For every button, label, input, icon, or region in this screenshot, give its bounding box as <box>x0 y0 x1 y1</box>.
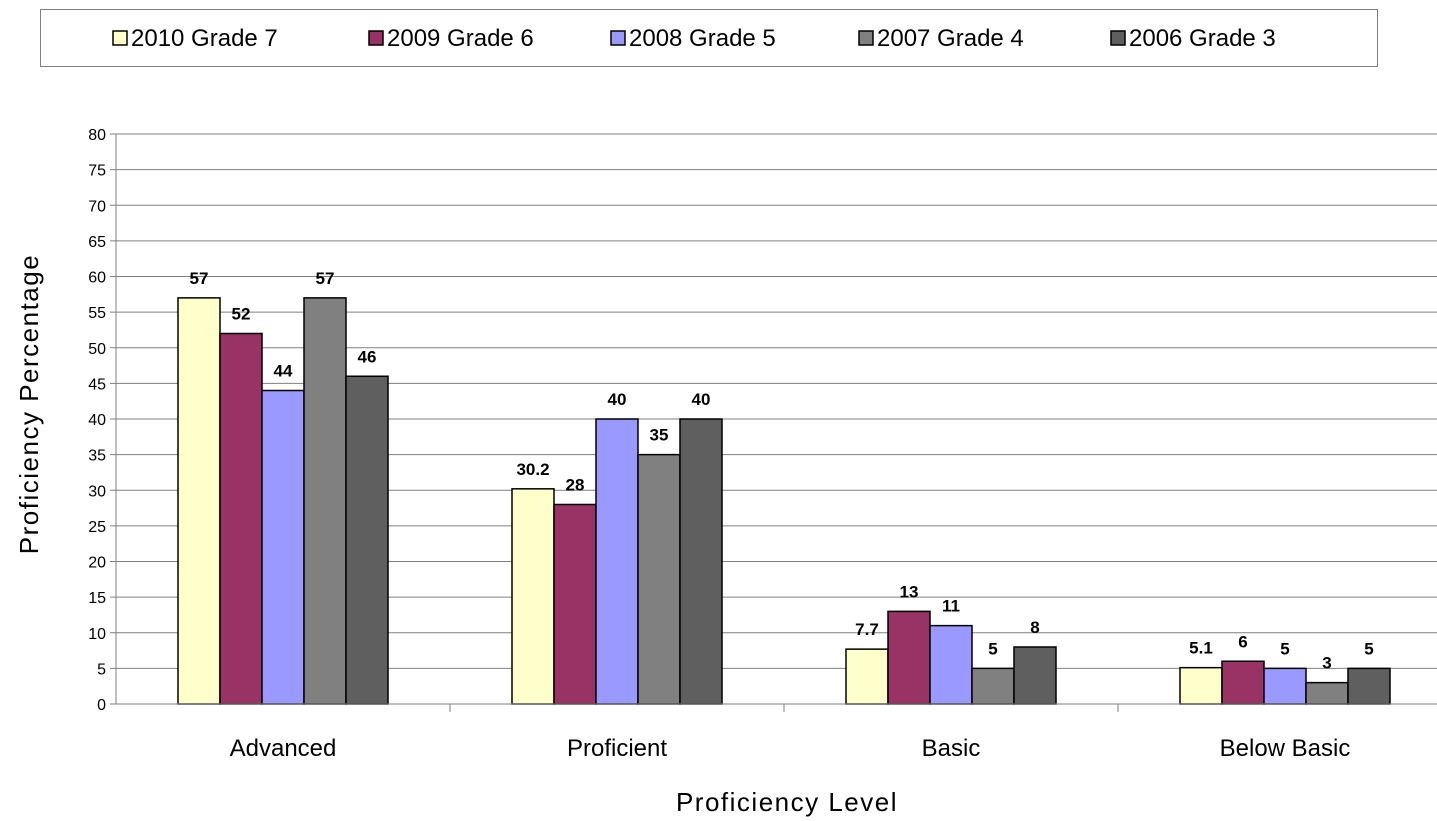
y-tick-label: 45 <box>88 376 106 393</box>
data-label: 57 <box>316 269 335 288</box>
y-tick-label: 10 <box>88 626 106 643</box>
data-label: 7.7 <box>855 620 879 639</box>
y-tick-label: 25 <box>88 519 106 536</box>
bar <box>219 332 263 705</box>
data-label: 57 <box>190 269 209 288</box>
legend-label: 2007 Grade 4 <box>877 25 1024 52</box>
y-tick-label: 35 <box>88 448 106 465</box>
data-label: 52 <box>232 305 251 324</box>
legend-label: 2008 Grade 5 <box>629 25 776 52</box>
x-tick-label: Below Basic <box>1220 735 1351 762</box>
x-axis-title: Proficiency Level <box>676 787 898 817</box>
legend-label: 2010 Grade 7 <box>131 25 278 52</box>
y-tick-label: 5 <box>97 661 106 678</box>
bar <box>887 610 931 705</box>
bar <box>1179 666 1223 705</box>
x-tick-label: Basic <box>922 735 981 762</box>
bar <box>345 375 389 705</box>
data-label: 3 <box>1322 654 1331 673</box>
y-tick-label: 80 <box>88 127 106 144</box>
y-tick-label: 30 <box>88 483 106 500</box>
data-label: 5.1 <box>1189 639 1213 658</box>
legend-swatch <box>112 30 128 46</box>
axes: 05101520253035404550556065707580Advanced… <box>88 127 1437 762</box>
data-label: 5 <box>988 639 997 658</box>
y-tick-label: 55 <box>88 305 106 322</box>
data-label: 5 <box>1364 639 1373 658</box>
y-tick-label: 60 <box>88 270 106 287</box>
bar <box>929 624 973 705</box>
legend-swatch <box>368 30 384 46</box>
y-tick-label: 40 <box>88 412 106 429</box>
legend-swatch <box>1110 30 1126 46</box>
y-tick-label: 50 <box>88 341 106 358</box>
legend-swatch <box>858 30 874 46</box>
data-label: 35 <box>650 426 669 445</box>
y-tick-label: 0 <box>97 697 106 714</box>
data-label: 40 <box>608 390 627 409</box>
data-label: 28 <box>566 476 585 495</box>
bar <box>637 453 681 705</box>
data-label: 46 <box>358 347 377 366</box>
y-tick-label: 20 <box>88 555 106 572</box>
legend-label: 2009 Grade 6 <box>387 25 534 52</box>
bar <box>1013 646 1057 705</box>
data-label: 30.2 <box>516 460 549 479</box>
bar <box>553 503 597 705</box>
x-tick-label: Proficient <box>567 735 667 762</box>
bar <box>1305 681 1349 705</box>
legend-label: 2006 Grade 3 <box>1129 25 1276 52</box>
y-tick-label: 65 <box>88 234 106 251</box>
data-label: 44 <box>274 362 293 381</box>
legend-items: 2010 Grade 7 2009 Grade 6 2008 Grade 5 2007… <box>112 25 1276 52</box>
bar <box>971 667 1015 705</box>
y-tick-label: 15 <box>88 590 106 607</box>
bar <box>1221 660 1265 705</box>
bars <box>177 297 1391 705</box>
data-label: 6 <box>1238 632 1247 651</box>
bar <box>303 297 347 705</box>
y-axis-title: Proficiency Percentage <box>14 254 44 554</box>
bar <box>511 488 555 705</box>
bar <box>595 418 639 705</box>
bar <box>845 648 889 705</box>
bar <box>679 418 723 705</box>
y-tick-label: 70 <box>88 198 106 215</box>
legend <box>40 9 1378 67</box>
data-label: 11 <box>942 597 960 616</box>
bar <box>1263 667 1307 705</box>
bar <box>177 297 221 705</box>
y-tick-label: 75 <box>88 163 106 180</box>
data-label: 13 <box>900 582 919 601</box>
x-tick-label: Advanced <box>230 735 337 762</box>
legend-swatch <box>610 30 626 46</box>
bar <box>1347 667 1391 705</box>
bar <box>261 389 305 705</box>
data-label: 40 <box>692 390 711 409</box>
data-label: 5 <box>1280 639 1289 658</box>
data-label: 8 <box>1030 618 1039 637</box>
